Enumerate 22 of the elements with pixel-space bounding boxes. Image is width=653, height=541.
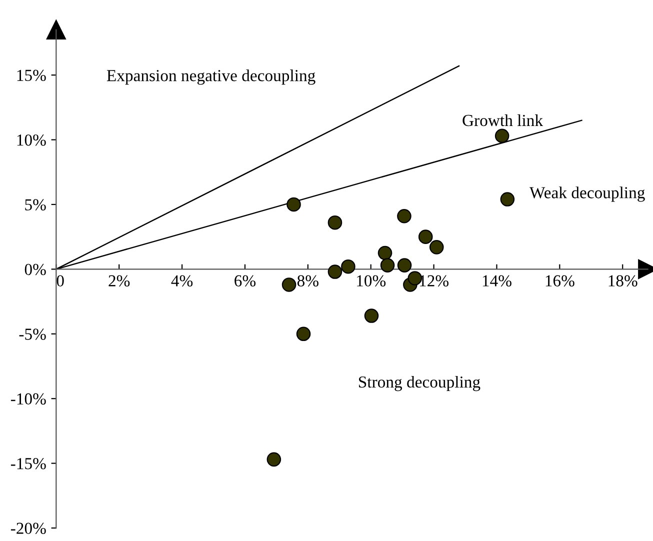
x-tick-label: 18% [608, 275, 638, 287]
x-tick-label: 8% [297, 275, 318, 287]
x-tick-label: 4% [171, 275, 193, 287]
y-tick-label: 10% [17, 134, 46, 146]
annotation: Expansion negative decoupling [106, 70, 316, 85]
y-tick-label: 15% [17, 70, 46, 82]
x-tick-label: 2% [108, 275, 130, 287]
y-tick-label: -10% [10, 393, 46, 405]
y-tick-label: -5% [19, 328, 46, 340]
annotation: Strong decoupling [359, 376, 480, 392]
x-tick-label: 12% [420, 275, 448, 287]
x-tick-label: 6% [234, 275, 256, 287]
y-tick-label: 0% [24, 264, 46, 276]
y-tick-label: -20% [10, 522, 46, 534]
y-tick-label: -15% [10, 458, 46, 470]
annotation: Growth link [462, 114, 544, 126]
x-tick-label: 10% [357, 275, 386, 287]
y-tick-label: 5% [25, 199, 46, 210]
x-tick-label: 16% [546, 275, 574, 287]
annotation: Weak decoupling [529, 186, 645, 202]
x-tick-label: 0 [56, 275, 64, 286]
x-tick-label: 14% [482, 275, 512, 287]
